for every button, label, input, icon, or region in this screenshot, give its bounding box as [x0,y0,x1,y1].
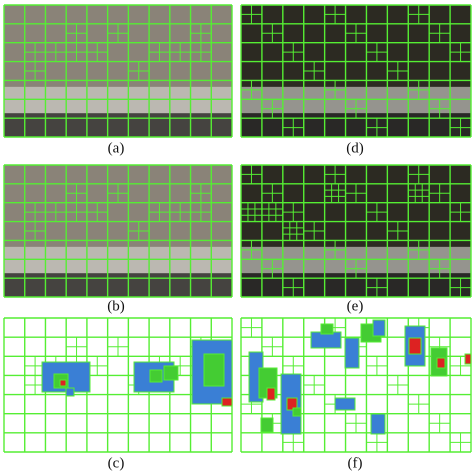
block [163,365,179,381]
block [292,407,302,417]
panel-label: (c) [108,455,125,471]
block [436,357,446,369]
floor [241,273,471,297]
block [344,337,360,369]
panel-label: (f) [348,455,363,471]
block [149,369,163,383]
block [320,323,334,335]
floor [241,113,471,137]
block [334,397,356,411]
floor [4,273,232,297]
block [59,379,67,387]
panel-label: (a) [108,140,125,156]
panel-label: (d) [346,140,364,156]
block [372,319,386,337]
block [221,397,233,407]
panel-label: (e) [347,298,364,314]
floor [4,113,232,137]
table [4,86,232,114]
block [464,353,472,365]
block [286,397,298,411]
block [370,413,386,435]
block [65,387,75,397]
panel-label: (b) [107,298,125,314]
block [260,417,274,433]
block [266,387,276,401]
block [203,353,225,387]
block [408,337,422,355]
table [4,246,232,274]
